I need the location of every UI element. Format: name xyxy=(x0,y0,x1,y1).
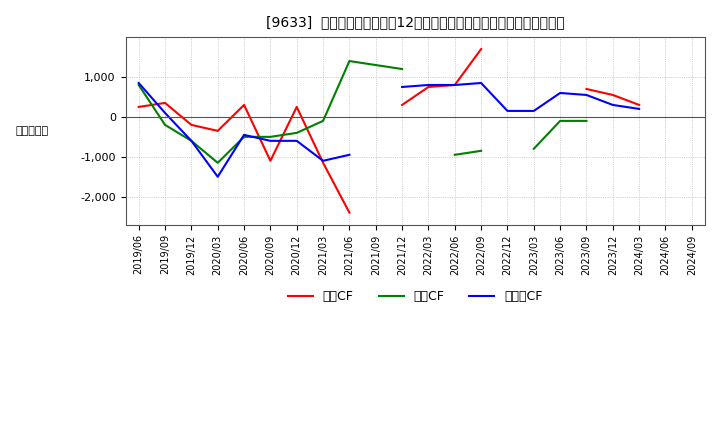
投資CF xyxy=(213,160,222,165)
Title: [9633]  キャッシュフローの12か月移動合計の対前年同期増減額の推移: [9633] キャッシュフローの12か月移動合計の対前年同期増減額の推移 xyxy=(266,15,564,29)
フリーCF xyxy=(345,152,354,158)
フリーCF xyxy=(292,138,301,143)
投資CF xyxy=(292,130,301,136)
営業CF xyxy=(266,158,275,163)
営業CF xyxy=(292,104,301,110)
投資CF xyxy=(135,82,143,88)
フリーCF xyxy=(213,174,222,180)
投資CF xyxy=(266,134,275,139)
営業CF xyxy=(135,104,143,110)
フリーCF xyxy=(319,158,328,163)
営業CF xyxy=(319,160,328,165)
フリーCF xyxy=(187,138,196,143)
Line: フリーCF: フリーCF xyxy=(139,83,349,177)
営業CF xyxy=(345,210,354,215)
投資CF xyxy=(345,59,354,64)
Y-axis label: （百万円）: （百万円） xyxy=(15,126,48,136)
Legend: 営業CF, 投資CF, フリーCF: 営業CF, 投資CF, フリーCF xyxy=(283,286,548,308)
営業CF xyxy=(187,122,196,128)
投資CF xyxy=(319,118,328,124)
投資CF xyxy=(187,138,196,143)
フリーCF xyxy=(135,81,143,86)
投資CF xyxy=(397,66,406,72)
Line: 営業CF: 営業CF xyxy=(139,103,349,213)
営業CF xyxy=(161,100,169,106)
Line: 投資CF: 投資CF xyxy=(139,61,402,163)
フリーCF xyxy=(266,138,275,143)
投資CF xyxy=(372,62,380,68)
投資CF xyxy=(161,122,169,128)
営業CF xyxy=(240,102,248,107)
フリーCF xyxy=(240,132,248,137)
フリーCF xyxy=(161,110,169,116)
営業CF xyxy=(213,128,222,133)
投資CF xyxy=(240,134,248,139)
